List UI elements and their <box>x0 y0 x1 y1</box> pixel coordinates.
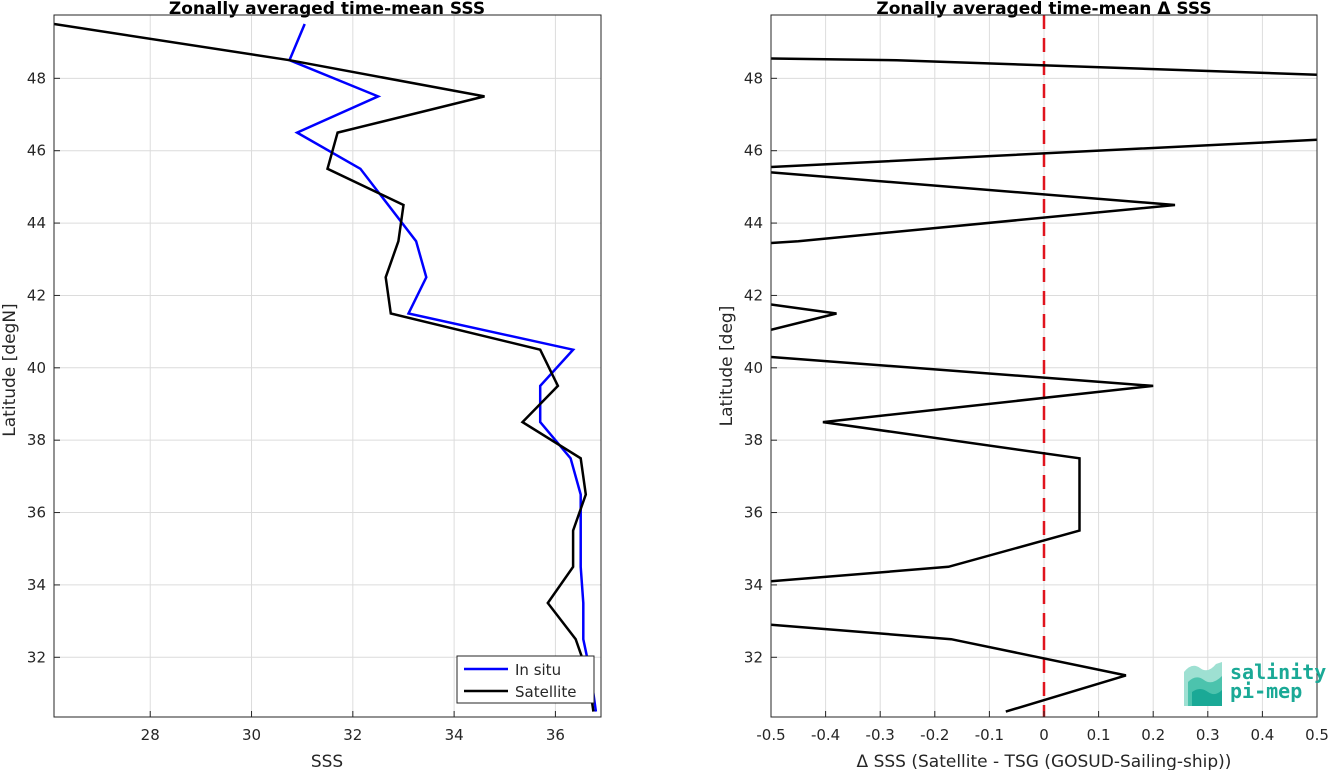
x-tick-label: 0.5 <box>1305 726 1329 744</box>
x-tick-label: 0.3 <box>1196 726 1220 744</box>
series-line-delta-sss <box>771 57 1317 713</box>
y-tick-label: 34 <box>744 576 763 594</box>
tick-labels: 28 30 32 34 36 32 34 36 38 40 42 44 46 48 <box>27 69 565 744</box>
x-tick-label: -0.3 <box>866 726 895 744</box>
tick-labels: -0.5 -0.4 -0.3 -0.2 -0.1 0 0.1 0.2 0.3 0.4 0.5 32 34… <box>744 69 1329 744</box>
x-tick-label: 34 <box>445 726 464 744</box>
x-tick-label: 0 <box>1039 726 1049 744</box>
y-tick-label: 44 <box>744 214 763 232</box>
x-axis-label: Δ SSS (Satellite - TSG (GOSUD-Sailing-sh… <box>857 752 1232 770</box>
x-tick-label: -0.2 <box>920 726 949 744</box>
x-tick-label: 32 <box>343 726 362 744</box>
y-tick-label: 32 <box>27 648 46 666</box>
x-tick-label: 0.4 <box>1250 726 1274 744</box>
y-tick-label: 38 <box>27 431 46 449</box>
y-tick-label: 48 <box>744 69 763 87</box>
logo-text-pi-mep: pi-mep <box>1230 679 1302 703</box>
x-tick-label: -0.1 <box>975 726 1004 744</box>
y-tick-label: 38 <box>744 431 763 449</box>
x-tick-label: -0.5 <box>756 726 785 744</box>
x-tick-label: -0.4 <box>811 726 840 744</box>
x-tick-label: 0.2 <box>1141 726 1165 744</box>
y-tick-label: 42 <box>744 286 763 304</box>
y-tick-label: 32 <box>744 648 763 666</box>
logo-text-salinity: salinity <box>1230 660 1326 684</box>
legend-label-satellite: Satellite <box>515 683 576 701</box>
legend-label-in-situ: In situ <box>515 661 561 679</box>
x-axis-label: SSS <box>311 752 343 770</box>
series-lines <box>54 22 598 712</box>
y-tick-label: 34 <box>27 576 46 594</box>
legend-box <box>456 655 595 704</box>
y-tick-label: 42 <box>27 286 46 304</box>
chart-title: Zonally averaged time-mean Δ SSS <box>876 0 1211 19</box>
sss-panel: Zonally averaged time-mean SSS 28 30 32 34 3… <box>0 0 602 770</box>
axes-frame <box>53 14 602 718</box>
y-tick-label: 40 <box>744 359 763 377</box>
y-tick-label: 48 <box>27 69 46 87</box>
x-tick-label: 30 <box>242 726 261 744</box>
series-line-in-situ <box>287 23 598 712</box>
chart-title: Zonally averaged time-mean SSS <box>169 0 485 19</box>
y-tick-label: 46 <box>27 142 46 160</box>
y-tick-label: 36 <box>744 504 763 522</box>
series-lines <box>771 15 1317 717</box>
legend: In situ Satellite <box>456 655 595 704</box>
x-tick-label: 28 <box>141 726 160 744</box>
y-tick-label: 36 <box>27 504 46 522</box>
y-axis-label: Latitude [degN] <box>0 303 20 436</box>
y-axis-label: Latitude [deg] <box>717 306 737 427</box>
x-tick-label: 0.1 <box>1087 726 1111 744</box>
salinity-pi-mep-logo: salinity pi-mep <box>1184 660 1326 706</box>
y-tick-label: 40 <box>27 359 46 377</box>
series-line-satellite <box>54 22 595 712</box>
x-tick-label: 36 <box>546 726 565 744</box>
y-tick-label: 46 <box>744 142 763 160</box>
y-tick-label: 44 <box>27 214 46 232</box>
wave-logo-icon <box>1184 662 1222 706</box>
